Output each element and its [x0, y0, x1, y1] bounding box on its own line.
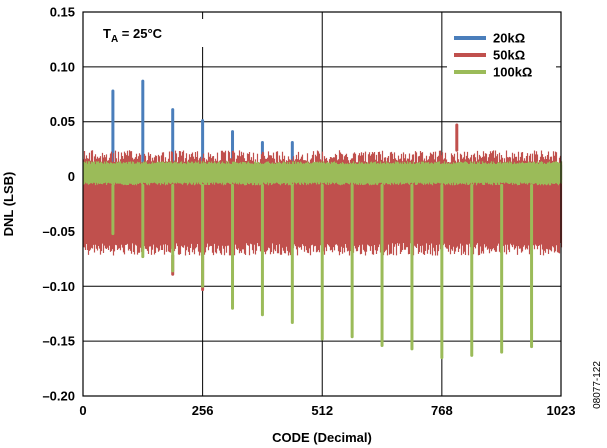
y-tick-label: 0	[68, 169, 75, 184]
x-axis-ticks: 0 256 512 768 1023	[79, 403, 575, 418]
y-tick-label: –0.15	[42, 334, 75, 349]
x-axis-title: CODE (Decimal)	[272, 430, 372, 445]
x-tick-label: 1023	[547, 403, 576, 418]
x-tick-label: 768	[431, 403, 453, 418]
legend-label: 20kΩ	[493, 31, 525, 46]
y-axis-ticks: 0.15 0.10 0.05 0 –0.05 –0.10 –0.15 –0.20	[42, 5, 75, 404]
annotation-main: T	[103, 26, 111, 41]
figure-id: 08077-122	[592, 361, 603, 409]
y-tick-label: 0.15	[50, 5, 75, 20]
y-tick-label: –0.20	[42, 389, 75, 404]
y-tick-label: 0.05	[50, 114, 75, 129]
y-axis-title: DNL (LSB)	[1, 172, 16, 237]
series-layer	[82, 79, 563, 360]
annotation-sub: A	[111, 34, 118, 45]
legend-label: 100kΩ	[493, 65, 532, 80]
series-band	[82, 161, 563, 186]
y-tick-label: –0.05	[42, 224, 75, 239]
y-tick-label: –0.10	[42, 279, 75, 294]
y-tick-label: 0.10	[50, 59, 75, 74]
series-100k	[82, 161, 563, 360]
legend: 20kΩ 50kΩ 100kΩ	[447, 27, 556, 87]
annotation-rest: = 25°C	[118, 26, 162, 41]
legend-label: 50kΩ	[493, 48, 525, 63]
annotation-text: TA = 25°C	[103, 26, 163, 45]
plot-frame	[82, 11, 562, 397]
x-tick-label: 512	[311, 403, 333, 418]
temperature-annotation: TA = 25°C	[95, 19, 205, 47]
x-tick-label: 256	[192, 403, 214, 418]
x-tick-label: 0	[79, 403, 86, 418]
